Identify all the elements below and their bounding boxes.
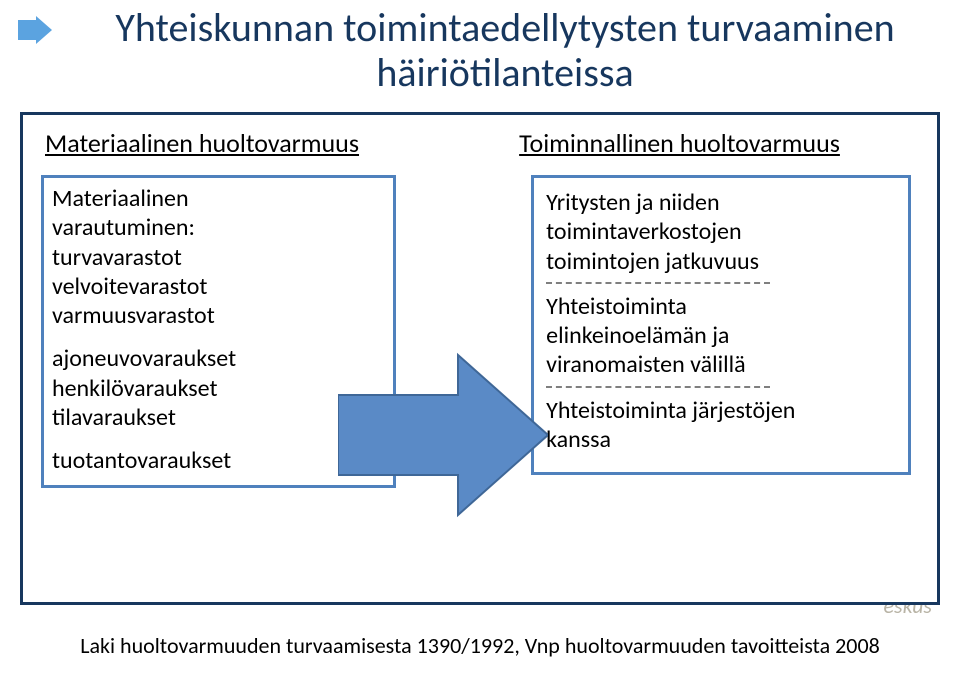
right-heading: Toiminnallinen huoltovarmuus — [519, 127, 919, 159]
r-s1-l3: toimintojen jatkuvuus — [546, 247, 759, 276]
footer-citation: Laki huoltovarmuuden turvaamisesta 1390/… — [20, 632, 940, 659]
page-title: Yhteiskunnan toimintaedellytysten turvaa… — [60, 6, 950, 96]
left-group-3: tuotantovaraukset — [52, 446, 385, 475]
title-line1: Yhteiskunnan toimintaedellytysten turvaa… — [115, 3, 894, 52]
divider-2 — [546, 386, 770, 388]
title-row: Yhteiskunnan toimintaedellytysten turvaa… — [0, 0, 960, 96]
r-s3-l2: kanssa — [546, 425, 611, 454]
big-arrow-icon — [338, 345, 548, 525]
left-g3-l1: tuotantovaraukset — [52, 446, 231, 475]
left-group-1: Materiaalinen varautuminen: turvavarasto… — [52, 184, 385, 330]
right-sec-3: Yhteistoiminta järjestöjen kanssa — [546, 396, 896, 455]
r-s2-l2: elinkeinoelämän ja — [546, 321, 729, 350]
right-column: Toiminnallinen huoltovarmuus Yritysten j… — [515, 125, 919, 488]
content-frame: Materiaalinen huoltovarmuus Materiaaline… — [20, 112, 940, 605]
left-g2-l2: henkilövaraukset — [52, 374, 218, 403]
r-s2-l1: Yhteistoiminta — [546, 292, 687, 321]
right-box: Yritysten ja niiden toimintaverkostojen … — [531, 175, 911, 475]
right-sec-1: Yritysten ja niiden toimintaverkostojen … — [546, 188, 896, 276]
left-g1-l2: varautuminen: — [52, 213, 195, 242]
left-group-2: ajoneuvovaraukset henkilövaraukset tilav… — [52, 344, 385, 432]
r-s3-l1: Yhteistoiminta järjestöjen — [546, 396, 795, 425]
right-sec-2: Yhteistoiminta elinkeinoelämän ja virano… — [546, 292, 896, 380]
left-g1-l5: varmuusvarastot — [52, 301, 215, 330]
left-heading: Materiaalinen huoltovarmuus — [45, 127, 445, 159]
left-g2-l1: ajoneuvovaraukset — [52, 344, 236, 373]
left-g1-l1: Materiaalinen — [52, 184, 189, 213]
title-arrow-icon — [18, 16, 52, 49]
left-g2-l3: tilavaraukset — [52, 403, 176, 432]
divider-1 — [546, 282, 770, 284]
left-g1-l4: velvoitevarastot — [52, 272, 207, 301]
r-s2-l3: viranomaisten välillä — [546, 350, 746, 379]
r-s1-l1: Yritysten ja niiden — [546, 188, 719, 217]
title-line2: häiriötilanteissa — [376, 48, 633, 97]
r-s1-l2: toimintaverkostojen — [546, 217, 741, 246]
left-g1-l3: turvavarastot — [52, 243, 182, 272]
